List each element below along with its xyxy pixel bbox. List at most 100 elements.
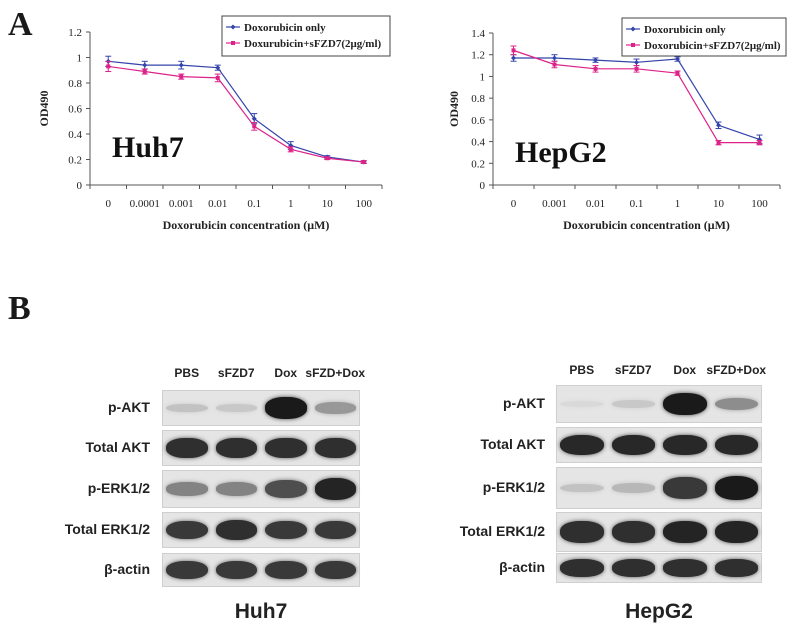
blot-column-label: sFZD7 <box>614 363 652 377</box>
blot-column-label: PBS <box>569 363 595 377</box>
y-axis-title: OD490 <box>37 91 51 127</box>
legend-marker <box>231 41 235 45</box>
data-point-square <box>142 69 147 74</box>
legend-entry: Doxorubicin only <box>644 24 726 36</box>
data-point-diamond <box>675 56 680 62</box>
blot-band <box>611 521 655 543</box>
blot-band <box>215 438 257 458</box>
data-point-square <box>593 66 598 71</box>
blot-row-label: p-AKT <box>108 399 150 415</box>
x-axis-title: Doxorubicin concentration (μM) <box>163 218 330 232</box>
data-point-diamond <box>511 55 516 61</box>
blot-row-label: Total ERK1/2 <box>64 521 150 537</box>
blot-column-label: Dox <box>673 363 697 377</box>
blot-band <box>166 403 208 413</box>
blot-band <box>314 402 356 414</box>
blot-band <box>314 560 356 580</box>
x-tick-label: 0.001 <box>169 198 194 210</box>
data-point-diamond <box>634 59 639 65</box>
blot-band <box>611 434 655 456</box>
blot-band <box>215 560 257 580</box>
legend-box <box>221 15 391 57</box>
y-tick-label: 0.8 <box>68 78 82 90</box>
blot-band <box>714 476 758 500</box>
cell-line-label: Huh7 <box>112 131 184 164</box>
legend-marker <box>230 24 236 30</box>
blot-band <box>611 559 655 577</box>
blot-band <box>265 520 307 540</box>
blot-row-label: p-AKT <box>503 395 545 411</box>
data-point-square <box>716 140 721 145</box>
x-tick-label: 0.0001 <box>130 198 160 210</box>
data-point-diamond <box>593 57 598 63</box>
y-tick-label: 0.8 <box>471 93 485 105</box>
x-tick-label: 0.1 <box>247 198 261 210</box>
blot-band <box>314 520 356 540</box>
series-line <box>108 60 364 163</box>
blot-band <box>560 521 604 543</box>
hepg2-viability-chart: 0 0.2 0.4 0.6 0.8 1 1.2 1.4 0 0.001 0.01 0.1 1 10 100 D… <box>0 0 794 265</box>
data-point-diamond <box>215 65 221 71</box>
blot-band <box>611 399 655 409</box>
x-tick-label: 0.01 <box>208 198 227 210</box>
data-point-square <box>634 66 639 71</box>
x-tick-label: 100 <box>751 198 768 210</box>
huh7-viability-chart: 0 0.2 0.4 0.6 0.8 1 1.2 0 0.0001 0.001 0.01 0.1 1 10 1… <box>0 0 794 265</box>
blot-band <box>663 520 707 544</box>
blot-band <box>314 438 356 458</box>
blot-band <box>166 482 208 496</box>
blot-band <box>166 438 208 458</box>
blot-band <box>714 520 758 544</box>
blot-band <box>215 520 257 540</box>
blot-band <box>714 434 758 456</box>
blot-row-label: β-actin <box>104 561 150 577</box>
blot-band <box>714 559 758 577</box>
data-point-square <box>511 48 516 53</box>
data-point-square <box>361 160 366 165</box>
panel-b-label: B <box>8 290 31 327</box>
blot-row-label: p-ERK1/2 <box>482 479 545 495</box>
data-point-square <box>325 156 330 161</box>
blot-band <box>166 560 208 580</box>
blot-row-label: Total AKT <box>480 436 545 452</box>
blot-band <box>663 559 707 577</box>
data-point-square <box>252 124 257 129</box>
blot-column-label: sFZD7 <box>217 366 255 380</box>
blot-row-label: Total AKT <box>85 439 150 455</box>
y-axis-title: OD490 <box>447 91 461 127</box>
x-tick-label: 0.001 <box>542 198 567 210</box>
blot-band <box>663 392 707 416</box>
data-point-square <box>288 147 293 152</box>
legend-box <box>621 17 787 57</box>
blot-band <box>314 478 356 500</box>
cell-line-label: HepG2 <box>515 136 607 169</box>
blot-band <box>265 560 307 580</box>
blot-band <box>560 559 604 577</box>
blot-row-label: p-ERK1/2 <box>87 480 150 496</box>
legend-marker <box>631 43 635 47</box>
data-point-diamond <box>251 116 257 122</box>
series-line <box>108 65 364 163</box>
y-tick-label: 1.2 <box>471 50 485 62</box>
blot-column-label: sFZD+Dox <box>706 363 767 377</box>
blot-column-label: sFZD+Dox <box>305 366 366 380</box>
blot-band <box>265 438 307 458</box>
blot-column-label: Dox <box>274 366 298 380</box>
data-point-square <box>675 71 680 76</box>
blot-column-label: PBS <box>174 366 200 380</box>
data-point-square <box>757 140 762 145</box>
y-tick-label: 0 <box>480 180 486 192</box>
y-tick-label: 1.2 <box>68 27 82 39</box>
data-point-square <box>179 74 184 79</box>
x-tick-label: 1 <box>675 198 681 210</box>
blot-row-label: β-actin <box>499 559 545 575</box>
data-point-diamond <box>552 55 557 61</box>
legend-entry: Doxurubicin+sFZD7(2μg/ml) <box>244 38 382 50</box>
y-tick-label: 1.4 <box>471 28 485 40</box>
data-point-square <box>552 62 557 67</box>
legend-entry: Doxorubicin only <box>244 22 326 34</box>
data-point-diamond <box>178 62 184 68</box>
blot-band <box>265 397 307 419</box>
blot-band <box>560 434 604 456</box>
x-tick-label: 0.1 <box>630 198 644 210</box>
